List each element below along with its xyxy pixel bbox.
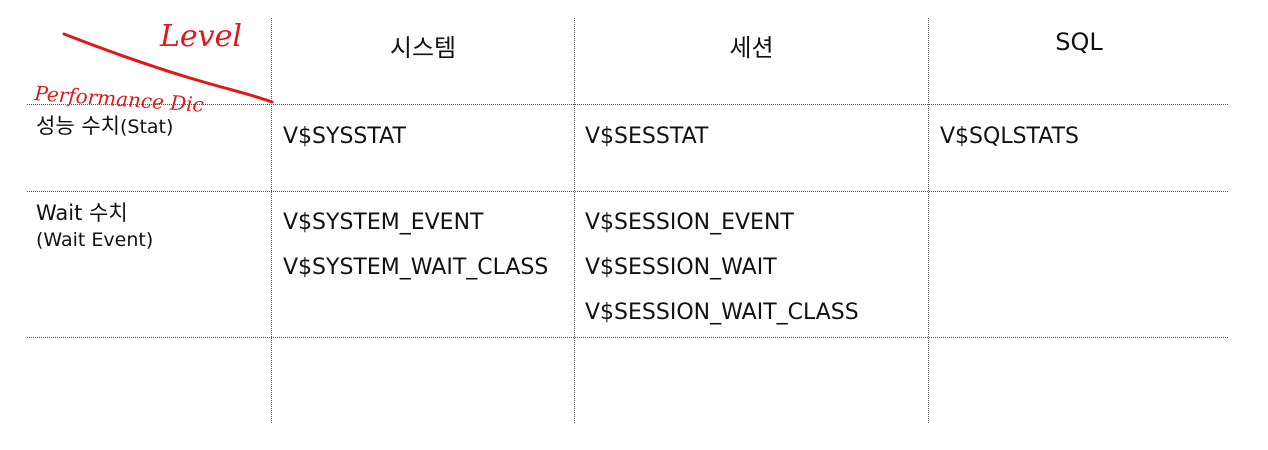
cell-system-stat: V$SYSSTAT [283,124,406,149]
cell-session-wait-1: V$SESSION_EVENT [585,210,794,235]
diagonal-header-annotation: Level Performance Dic [33,19,274,112]
cell-system-wait-1: V$SYSTEM_EVENT [283,210,484,235]
row-label-stat-suffix: (Stat) [119,116,174,138]
column-header-sql: SQL [1055,28,1103,56]
row-label-wait-line2: (Wait Event) [36,229,154,251]
cell-session-stat: V$SESSTAT [585,124,709,149]
column-header-system: 시스템 [389,34,457,62]
cell-sql-stat: V$SQLSTATS [940,124,1080,149]
level-annotation: Level [159,19,242,54]
row-divider-3 [27,337,1228,338]
cell-session-wait-2: V$SESSION_WAIT [585,255,777,280]
row-label-stat: 성능 수치(Stat) [36,113,173,141]
row-label-wait-line1: Wait 수치 [36,201,128,225]
row-divider-1 [27,104,1228,105]
column-header-session: 세션 [729,34,774,62]
row-label-stat-main: 성능 수치 [36,114,120,138]
cell-system-wait-2: V$SYSTEM_WAIT_CLASS [283,255,549,280]
performance-dic-annotation: Performance Dic [33,81,205,112]
column-divider-2 [574,18,575,423]
diagonal-stroke [62,32,274,104]
row-label-wait: Wait 수치 (Wait Event) [36,200,153,254]
cell-session-wait-3: V$SESSION_WAIT_CLASS [585,300,859,325]
column-divider-1 [271,18,272,423]
row-divider-2 [27,191,1228,192]
column-divider-3 [928,18,929,423]
